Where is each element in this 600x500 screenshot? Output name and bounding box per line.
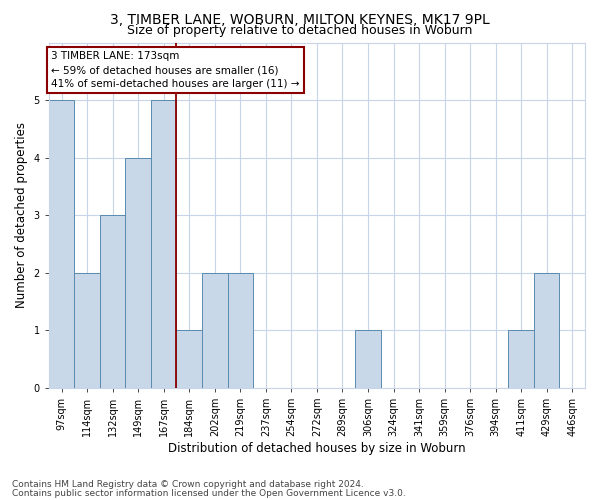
Bar — [100, 215, 125, 388]
Bar — [534, 273, 559, 388]
Text: Contains HM Land Registry data © Crown copyright and database right 2024.: Contains HM Land Registry data © Crown c… — [12, 480, 364, 489]
Text: Contains public sector information licensed under the Open Government Licence v3: Contains public sector information licen… — [12, 489, 406, 498]
Bar — [176, 330, 202, 388]
Bar — [508, 330, 534, 388]
Bar — [151, 100, 176, 388]
Bar — [227, 273, 253, 388]
Bar — [49, 100, 74, 388]
Text: 3 TIMBER LANE: 173sqm
← 59% of detached houses are smaller (16)
41% of semi-deta: 3 TIMBER LANE: 173sqm ← 59% of detached … — [52, 51, 300, 89]
Bar — [202, 273, 227, 388]
Bar — [125, 158, 151, 388]
Text: Size of property relative to detached houses in Woburn: Size of property relative to detached ho… — [127, 24, 473, 37]
Text: 3, TIMBER LANE, WOBURN, MILTON KEYNES, MK17 9PL: 3, TIMBER LANE, WOBURN, MILTON KEYNES, M… — [110, 12, 490, 26]
Bar — [74, 273, 100, 388]
X-axis label: Distribution of detached houses by size in Woburn: Distribution of detached houses by size … — [168, 442, 466, 455]
Bar — [355, 330, 381, 388]
Y-axis label: Number of detached properties: Number of detached properties — [15, 122, 28, 308]
